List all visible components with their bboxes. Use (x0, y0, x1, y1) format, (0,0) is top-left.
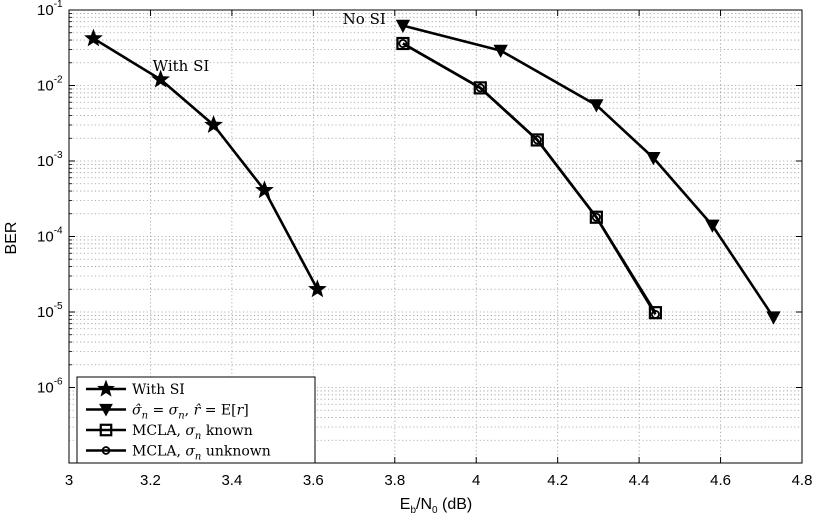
series-line (402, 24, 775, 319)
data-point-circle (591, 212, 601, 222)
legend-marker-star (97, 379, 115, 397)
y-tick-label: 10-1 (37, 0, 63, 19)
y-tick-label-base: 10 (37, 153, 54, 170)
x-tick-label: 4 (472, 472, 480, 489)
legend-marker-circle (101, 446, 111, 455)
data-point-star (151, 69, 170, 88)
legend-label-part: σ (185, 444, 195, 460)
legend-label-part: = (148, 403, 169, 419)
x-tick-label: 3 (65, 472, 73, 489)
legend-label-subscript: n (195, 452, 201, 463)
y-tick-label-exponent: -6 (54, 377, 63, 388)
data-point-star (204, 115, 223, 133)
data-point-circle (532, 135, 542, 145)
series-2 (395, 19, 781, 325)
x-tick-label: 3.8 (384, 472, 405, 489)
y-tick-label-base: 10 (37, 229, 54, 246)
legend-label: With SI (132, 382, 185, 398)
series-4 (398, 38, 660, 319)
legend-item: σ̂n = σn, r̂ = E[r] (86, 403, 249, 422)
data-point-triangle-down (395, 19, 411, 34)
legend-label: σ̂n = σn, r̂ = E[r] (132, 403, 249, 422)
legend-marker-triangle-down (99, 403, 113, 417)
y-tick-label: 10-4 (37, 226, 63, 246)
data-point-triangle-down (766, 311, 781, 325)
annotations: With SI No SI (153, 10, 386, 75)
y-tick-label-base: 10 (37, 78, 54, 95)
x-tick-label: 4.6 (710, 472, 731, 489)
legend-marker-square (99, 423, 113, 437)
legend-label-part: unknown (201, 444, 270, 460)
legend: With SIσ̂n = σn, r̂ = E[r]MCLA, σn known… (76, 376, 316, 464)
y-tick-label-exponent: -2 (54, 75, 63, 86)
legend-label: MCLA, σn unknown (132, 444, 271, 463)
x-axis-title-mid: /N (416, 496, 432, 513)
data-point-triangle-down (705, 219, 720, 233)
data-point-square (396, 36, 410, 51)
x-axis-title-base: E (400, 496, 411, 513)
legend-box (76, 376, 316, 464)
data-point-square (530, 133, 544, 147)
series-line (402, 42, 657, 316)
y-tick-label: 10-5 (37, 301, 63, 321)
x-tick-label: 3.4 (221, 472, 242, 489)
legend-label: MCLA, σn known (132, 423, 253, 442)
data-point-star (84, 28, 103, 47)
x-tick-label: 3.2 (140, 472, 161, 489)
x-axis-title-tail: (dB) (438, 496, 473, 513)
y-tick-label-base: 10 (37, 304, 54, 321)
x-tick-label: 4.8 (792, 472, 813, 489)
legend-label-part: σ̂ (132, 403, 142, 419)
annotation-label: No SI (343, 10, 386, 28)
data-point-star (308, 279, 327, 298)
legend-label-subscript: n (195, 431, 201, 442)
legend-label-part: r (237, 403, 245, 419)
y-tick-label-base: 10 (37, 380, 54, 397)
legend-label-part: ] (243, 403, 248, 419)
axis-ticks: 3 3.2 3.4 3.6 3.8 4 4.2 4.4 4.6 4.810-610-510-410… (37, 0, 812, 489)
data-point-square (473, 81, 487, 95)
legend-label-part: = E[ (200, 403, 236, 419)
y-tick-label-exponent: -1 (54, 0, 63, 10)
y-tick-label: 10-2 (37, 75, 63, 95)
y-axis-title: BER (3, 222, 20, 255)
x-axis-title: Eb/N0 (dB) (400, 496, 472, 516)
legend-item: MCLA, σn unknown (86, 444, 271, 463)
x-tick-label: 3.6 (303, 472, 324, 489)
legend-item: With SI (86, 379, 185, 398)
y-tick-label: 10-6 (37, 377, 63, 397)
y-tick-label-exponent: -3 (54, 150, 63, 161)
series-layer (84, 19, 781, 325)
legend-label-part: σ (185, 423, 195, 439)
x-axis-title-sub2: 0 (432, 505, 438, 516)
legend-label-part: MCLA, (132, 444, 185, 460)
data-point-square (589, 210, 603, 224)
y-tick-label-exponent: -4 (54, 226, 63, 237)
x-tick-label: 4.4 (629, 472, 650, 489)
data-point-triangle-down (646, 151, 661, 166)
data-point-star (255, 180, 274, 199)
legend-label-part: σ (169, 403, 179, 419)
x-tick-label: 4.2 (547, 472, 568, 489)
legend-label-part: MCLA, (132, 423, 185, 439)
legend-label-part: known (201, 423, 252, 439)
annotation-label: With SI (153, 57, 210, 75)
legend-label-part: , (185, 403, 194, 419)
x-axis-title-sub1: b (410, 505, 416, 516)
data-point-circle (475, 83, 485, 93)
legend-label-part: r̂ (194, 403, 202, 419)
y-tick-label-exponent: -5 (54, 301, 63, 312)
y-tick-label: 10-3 (37, 150, 63, 170)
data-point-triangle-down (493, 44, 508, 58)
legend-label-subscript: n (142, 411, 148, 422)
legend-item: MCLA, σn known (86, 423, 253, 442)
data-point-circle (650, 309, 660, 319)
series-1 (84, 28, 327, 298)
legend-label-subscript: n (178, 411, 184, 422)
data-point-circle (398, 38, 408, 48)
data-point-triangle-down (589, 99, 604, 113)
y-tick-label-base: 10 (37, 2, 54, 19)
legend-label-part: With SI (132, 382, 185, 398)
